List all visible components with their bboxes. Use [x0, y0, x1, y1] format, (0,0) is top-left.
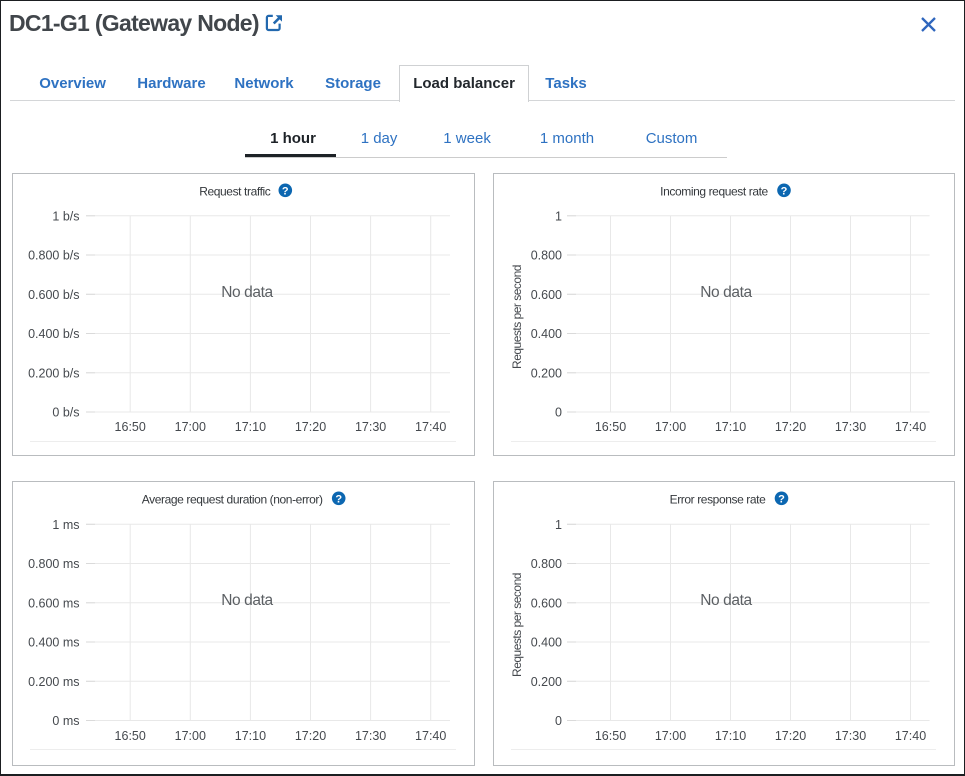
svg-text:17:40: 17:40: [895, 729, 926, 743]
svg-text:0 b/s: 0 b/s: [52, 406, 79, 420]
svg-text:0.800: 0.800: [531, 249, 562, 263]
svg-text:?: ?: [282, 186, 289, 198]
svg-text:17:30: 17:30: [355, 420, 386, 434]
svg-text:1: 1: [555, 518, 562, 532]
svg-text:17:40: 17:40: [415, 420, 446, 434]
svg-text:17:20: 17:20: [295, 729, 326, 743]
svg-text:17:20: 17:20: [295, 420, 326, 434]
svg-text:17:30: 17:30: [835, 729, 866, 743]
svg-text:16:50: 16:50: [595, 729, 626, 743]
svg-text:17:30: 17:30: [355, 729, 386, 743]
svg-text:0: 0: [555, 406, 562, 420]
svg-text:17:00: 17:00: [175, 420, 206, 434]
svg-text:17:20: 17:20: [775, 729, 806, 743]
svg-text:1 b/s: 1 b/s: [52, 209, 79, 223]
svg-text:0.800 b/s: 0.800 b/s: [28, 249, 79, 263]
svg-text:1: 1: [555, 209, 562, 223]
svg-text:No data: No data: [700, 592, 752, 609]
svg-text:16:50: 16:50: [595, 420, 626, 434]
svg-text:17:10: 17:10: [235, 729, 266, 743]
svg-text:Requests per second: Requests per second: [510, 573, 524, 677]
svg-text:0 ms: 0 ms: [52, 714, 79, 728]
svg-text:0.200 b/s: 0.200 b/s: [28, 366, 79, 380]
svg-text:16:50: 16:50: [115, 729, 146, 743]
svg-text:17:10: 17:10: [715, 729, 746, 743]
svg-text:0: 0: [555, 714, 562, 728]
svg-text:0.400: 0.400: [531, 327, 562, 341]
svg-text:17:40: 17:40: [895, 420, 926, 434]
svg-text:0.800 ms: 0.800 ms: [28, 557, 79, 571]
svg-text:No data: No data: [221, 284, 273, 301]
svg-text:0.400: 0.400: [531, 636, 562, 650]
svg-text:Requests per second: Requests per second: [510, 265, 524, 369]
svg-text:0.200 ms: 0.200 ms: [28, 675, 79, 689]
svg-text:17:20: 17:20: [775, 420, 806, 434]
svg-text:0.200: 0.200: [531, 366, 562, 380]
svg-text:0.400 ms: 0.400 ms: [28, 636, 79, 650]
svg-text:?: ?: [335, 494, 342, 506]
svg-text:17:10: 17:10: [235, 420, 266, 434]
svg-text:?: ?: [781, 186, 788, 198]
svg-text:Average request duration (non-: Average request duration (non-error): [142, 493, 323, 507]
svg-text:No data: No data: [700, 284, 752, 301]
svg-text:?: ?: [778, 494, 785, 506]
svg-text:17:30: 17:30: [835, 420, 866, 434]
svg-text:Request traffic: Request traffic: [199, 185, 271, 199]
svg-text:0.600: 0.600: [531, 288, 562, 302]
svg-text:Error response rate: Error response rate: [670, 493, 767, 507]
svg-text:17:00: 17:00: [175, 729, 206, 743]
svg-text:Incoming request rate: Incoming request rate: [660, 185, 768, 199]
svg-text:17:00: 17:00: [655, 420, 686, 434]
svg-text:0.200: 0.200: [531, 675, 562, 689]
svg-text:0.400 b/s: 0.400 b/s: [28, 327, 79, 341]
svg-text:No data: No data: [221, 592, 273, 609]
svg-text:17:10: 17:10: [715, 420, 746, 434]
svg-text:1 ms: 1 ms: [52, 518, 79, 532]
svg-text:0.600 ms: 0.600 ms: [28, 596, 79, 610]
svg-text:0.600 b/s: 0.600 b/s: [28, 288, 79, 302]
svg-text:17:40: 17:40: [415, 729, 446, 743]
svg-text:0.800: 0.800: [531, 557, 562, 571]
svg-text:17:00: 17:00: [655, 729, 686, 743]
svg-text:0.600: 0.600: [531, 596, 562, 610]
svg-text:16:50: 16:50: [115, 420, 146, 434]
